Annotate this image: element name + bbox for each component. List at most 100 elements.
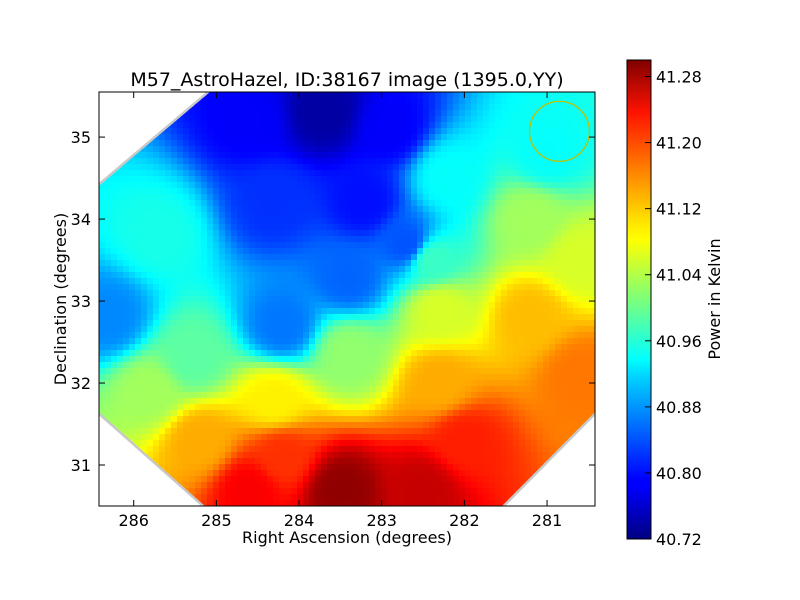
heatmap-cell — [297, 446, 304, 453]
heatmap-cell — [519, 134, 526, 141]
heatmap-cell — [309, 164, 316, 171]
heatmap-cell — [129, 146, 136, 153]
heatmap-cell — [207, 362, 214, 369]
heatmap-cell — [579, 254, 586, 261]
heatmap-cell — [417, 176, 424, 183]
heatmap-cell — [201, 158, 208, 165]
heatmap-cell — [207, 122, 214, 129]
heatmap-cell — [327, 212, 334, 219]
heatmap-cell — [273, 290, 280, 297]
heatmap-cell — [339, 332, 346, 339]
heatmap-cell — [519, 374, 526, 381]
heatmap-cell — [117, 176, 124, 183]
heatmap-cell — [573, 164, 580, 171]
heatmap-cell — [291, 356, 298, 363]
heatmap-cell — [573, 320, 580, 327]
heatmap-cell — [477, 386, 484, 393]
heatmap-cell — [303, 254, 310, 261]
heatmap-cell — [345, 440, 352, 447]
heatmap-cell — [399, 392, 406, 399]
heatmap-cell — [219, 332, 226, 339]
heatmap-cell — [255, 176, 262, 183]
heatmap-cell — [123, 206, 130, 213]
heatmap-cell — [435, 152, 442, 159]
heatmap-cell — [291, 350, 298, 357]
heatmap-cell — [249, 104, 256, 111]
heatmap-area — [99, 92, 595, 506]
heatmap-cell — [207, 428, 214, 435]
heatmap-cell — [237, 290, 244, 297]
heatmap-cell — [213, 434, 220, 441]
heatmap-cell — [507, 434, 514, 441]
heatmap-cell — [303, 218, 310, 225]
heatmap-cell — [549, 182, 556, 189]
heatmap-cell — [429, 380, 436, 387]
heatmap-cell — [105, 104, 112, 111]
heatmap-cell — [195, 290, 202, 297]
heatmap-cell — [291, 422, 298, 429]
heatmap-cell — [339, 104, 346, 111]
heatmap-cell — [591, 218, 595, 225]
heatmap-cell — [165, 236, 172, 243]
heatmap-cell — [99, 236, 106, 243]
heatmap-cell — [327, 320, 334, 327]
heatmap-cell — [447, 314, 454, 321]
heatmap-cell — [219, 308, 226, 315]
heatmap-cell — [585, 236, 592, 243]
heatmap-cell — [543, 200, 550, 207]
heatmap-cell — [171, 374, 178, 381]
heatmap-cell — [591, 254, 595, 261]
heatmap-cell — [501, 302, 508, 309]
heatmap-cell — [471, 200, 478, 207]
heatmap-cell — [207, 386, 214, 393]
heatmap-cell — [411, 302, 418, 309]
heatmap-cell — [363, 110, 370, 117]
heatmap-cell — [141, 434, 148, 441]
heatmap-cell — [285, 236, 292, 243]
heatmap-cell — [219, 206, 226, 213]
heatmap-cell — [135, 164, 142, 171]
heatmap-cell — [255, 110, 262, 117]
heatmap-cell — [309, 200, 316, 207]
heatmap-cell — [309, 308, 316, 315]
heatmap-cell — [249, 422, 256, 429]
heatmap-cell — [477, 152, 484, 159]
heatmap-cell — [255, 98, 262, 105]
heatmap-cell — [327, 404, 334, 411]
heatmap-cell — [285, 140, 292, 147]
heatmap-cell — [579, 338, 586, 345]
heatmap-cell — [519, 188, 526, 195]
heatmap-cell — [117, 308, 124, 315]
heatmap-cell — [417, 278, 424, 285]
heatmap-cell — [243, 332, 250, 339]
heatmap-cell — [225, 440, 232, 447]
heatmap-cell — [279, 110, 286, 117]
heatmap-cell — [327, 278, 334, 285]
heatmap-cell — [519, 368, 526, 375]
heatmap-cell — [525, 398, 532, 405]
heatmap-cell — [495, 122, 502, 129]
heatmap-cell — [285, 242, 292, 249]
heatmap-cell — [237, 236, 244, 243]
heatmap-cell — [267, 236, 274, 243]
heatmap-cell — [549, 446, 556, 453]
heatmap-cell — [561, 116, 568, 123]
heatmap-cell — [147, 302, 154, 309]
heatmap-cell — [303, 416, 310, 423]
heatmap-cell — [267, 116, 274, 123]
heatmap-cell — [537, 290, 544, 297]
heatmap-cell — [153, 344, 160, 351]
heatmap-cell — [549, 278, 556, 285]
heatmap-cell — [573, 134, 580, 141]
heatmap-cell — [507, 428, 514, 435]
heatmap-cell — [447, 296, 454, 303]
heatmap-cell — [189, 314, 196, 321]
heatmap-cell — [381, 236, 388, 243]
heatmap-cell — [363, 398, 370, 405]
heatmap-cell — [573, 326, 580, 333]
heatmap-cell — [261, 398, 268, 405]
heatmap-cell — [123, 104, 130, 111]
heatmap-cell — [165, 134, 172, 141]
heatmap-cell — [153, 314, 160, 321]
heatmap-cell — [417, 230, 424, 237]
